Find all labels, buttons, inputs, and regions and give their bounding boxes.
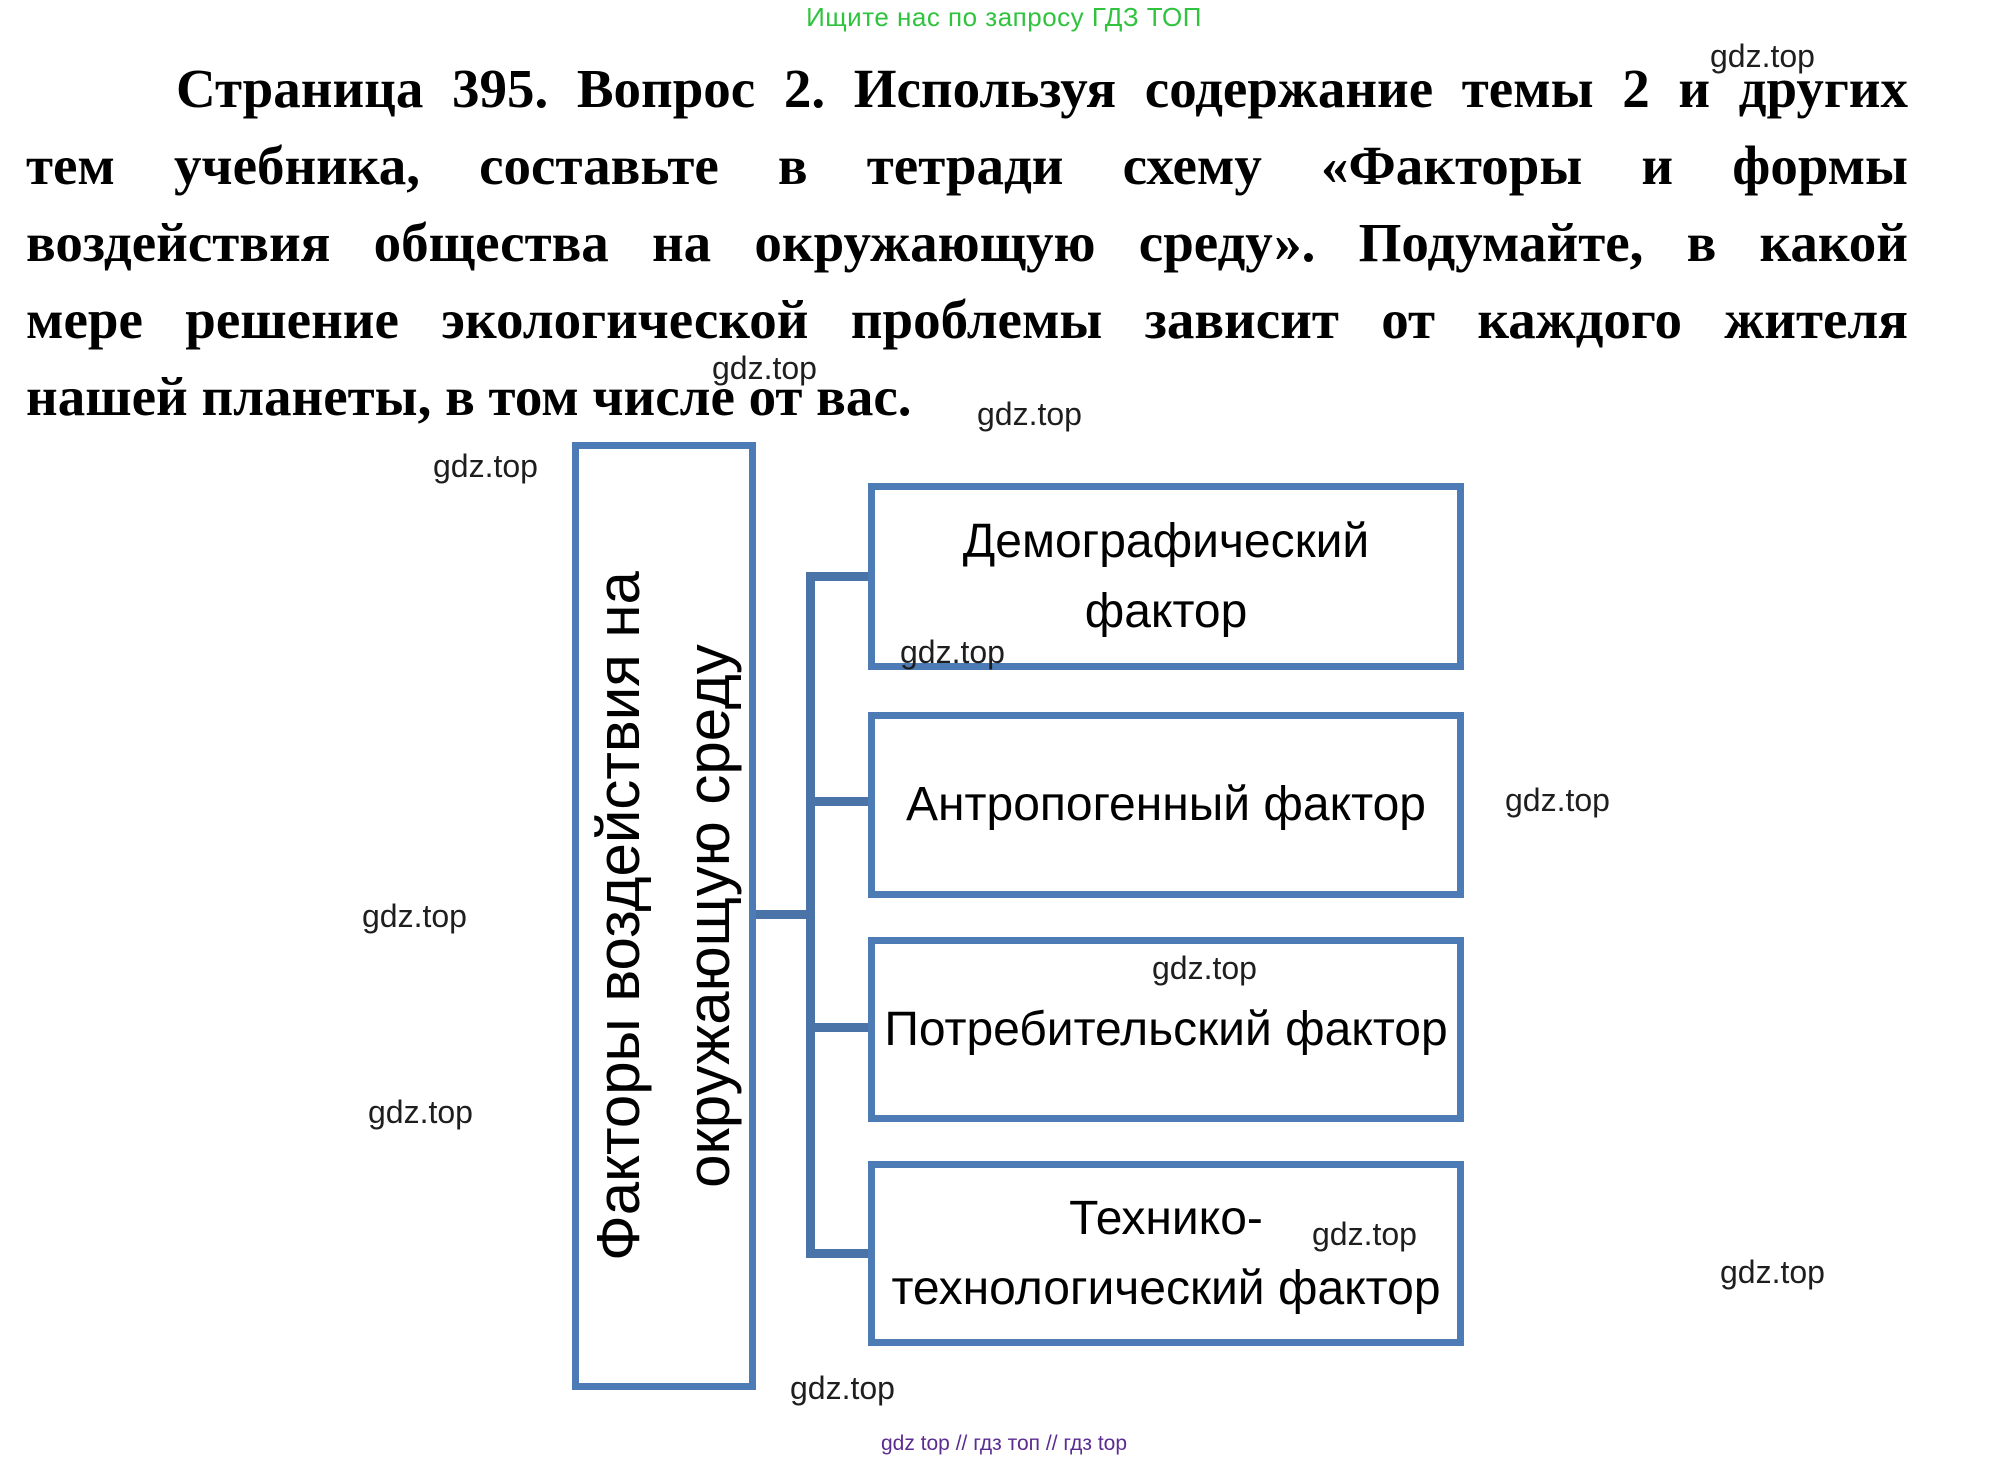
question-line: нашей планеты, в том числе от вас. — [26, 366, 912, 427]
factor-label-line: Потребительский фактор — [884, 1002, 1448, 1056]
question-line: воздействия общества на окружающую среду… — [26, 212, 1908, 273]
watermark: gdz.top — [1505, 782, 1610, 818]
factor-box-anthropogenic: Антропогенный фактор — [868, 712, 1464, 898]
promo-banner: Ищите нас по запросу ГДЗ ТОП — [806, 2, 1202, 32]
watermark: gdz.top — [900, 634, 1005, 670]
root-factor-label-line: окружающую среду — [675, 644, 742, 1188]
factor-label-line: Демографический — [962, 514, 1370, 568]
factor-label-line: Антропогенный фактор — [906, 778, 1426, 831]
watermark: gdz.top — [712, 350, 817, 386]
factor-label-line: технологический фактор — [891, 1261, 1441, 1315]
footer-links: gdz top // гдз топ // гдз top — [880, 1432, 1128, 1455]
root-factor-label: Факторы воздействия на окружающую среду — [576, 466, 752, 1366]
factor-label-line: Технико- — [1069, 1191, 1263, 1245]
watermark: gdz.top — [1312, 1216, 1417, 1252]
question-line: Страница 395. Вопрос 2. Используя содерж… — [176, 58, 1908, 119]
watermark: gdz.top — [790, 1370, 895, 1406]
question-paragraph: Страница 395. Вопрос 2. Используя содерж… — [26, 50, 1908, 435]
connector-branch-4 — [806, 1249, 870, 1258]
watermark: gdz.top — [362, 898, 467, 934]
root-factor-box: Факторы воздействия на окружающую среду — [572, 442, 756, 1390]
watermark: gdz.top — [368, 1094, 473, 1130]
factor-box-consumer: Потребительский фактор — [868, 937, 1464, 1122]
factor-label-line: фактор — [1084, 584, 1248, 638]
connector-branch-1 — [806, 572, 870, 581]
question-line: мере решение экологической проблемы зави… — [26, 289, 1908, 350]
factor-box-technological: Технико- технологический фактор — [868, 1161, 1464, 1346]
question-line: тем учебника, составьте в тетради схему … — [26, 135, 1908, 196]
watermark: gdz.top — [433, 448, 538, 484]
connector-branch-3 — [806, 1023, 870, 1032]
factor-box-demographic: Демографический фактор — [868, 483, 1464, 670]
watermark: gdz.top — [1720, 1254, 1825, 1290]
watermark: gdz.top — [977, 396, 1082, 432]
connector-branch-2 — [806, 797, 870, 806]
connector-spine — [806, 572, 815, 1258]
watermark: gdz.top — [1710, 38, 1815, 74]
watermark: gdz.top — [1152, 950, 1257, 986]
connector-trunk — [752, 910, 810, 919]
root-factor-label-line: Факторы воздействия на — [585, 571, 652, 1261]
